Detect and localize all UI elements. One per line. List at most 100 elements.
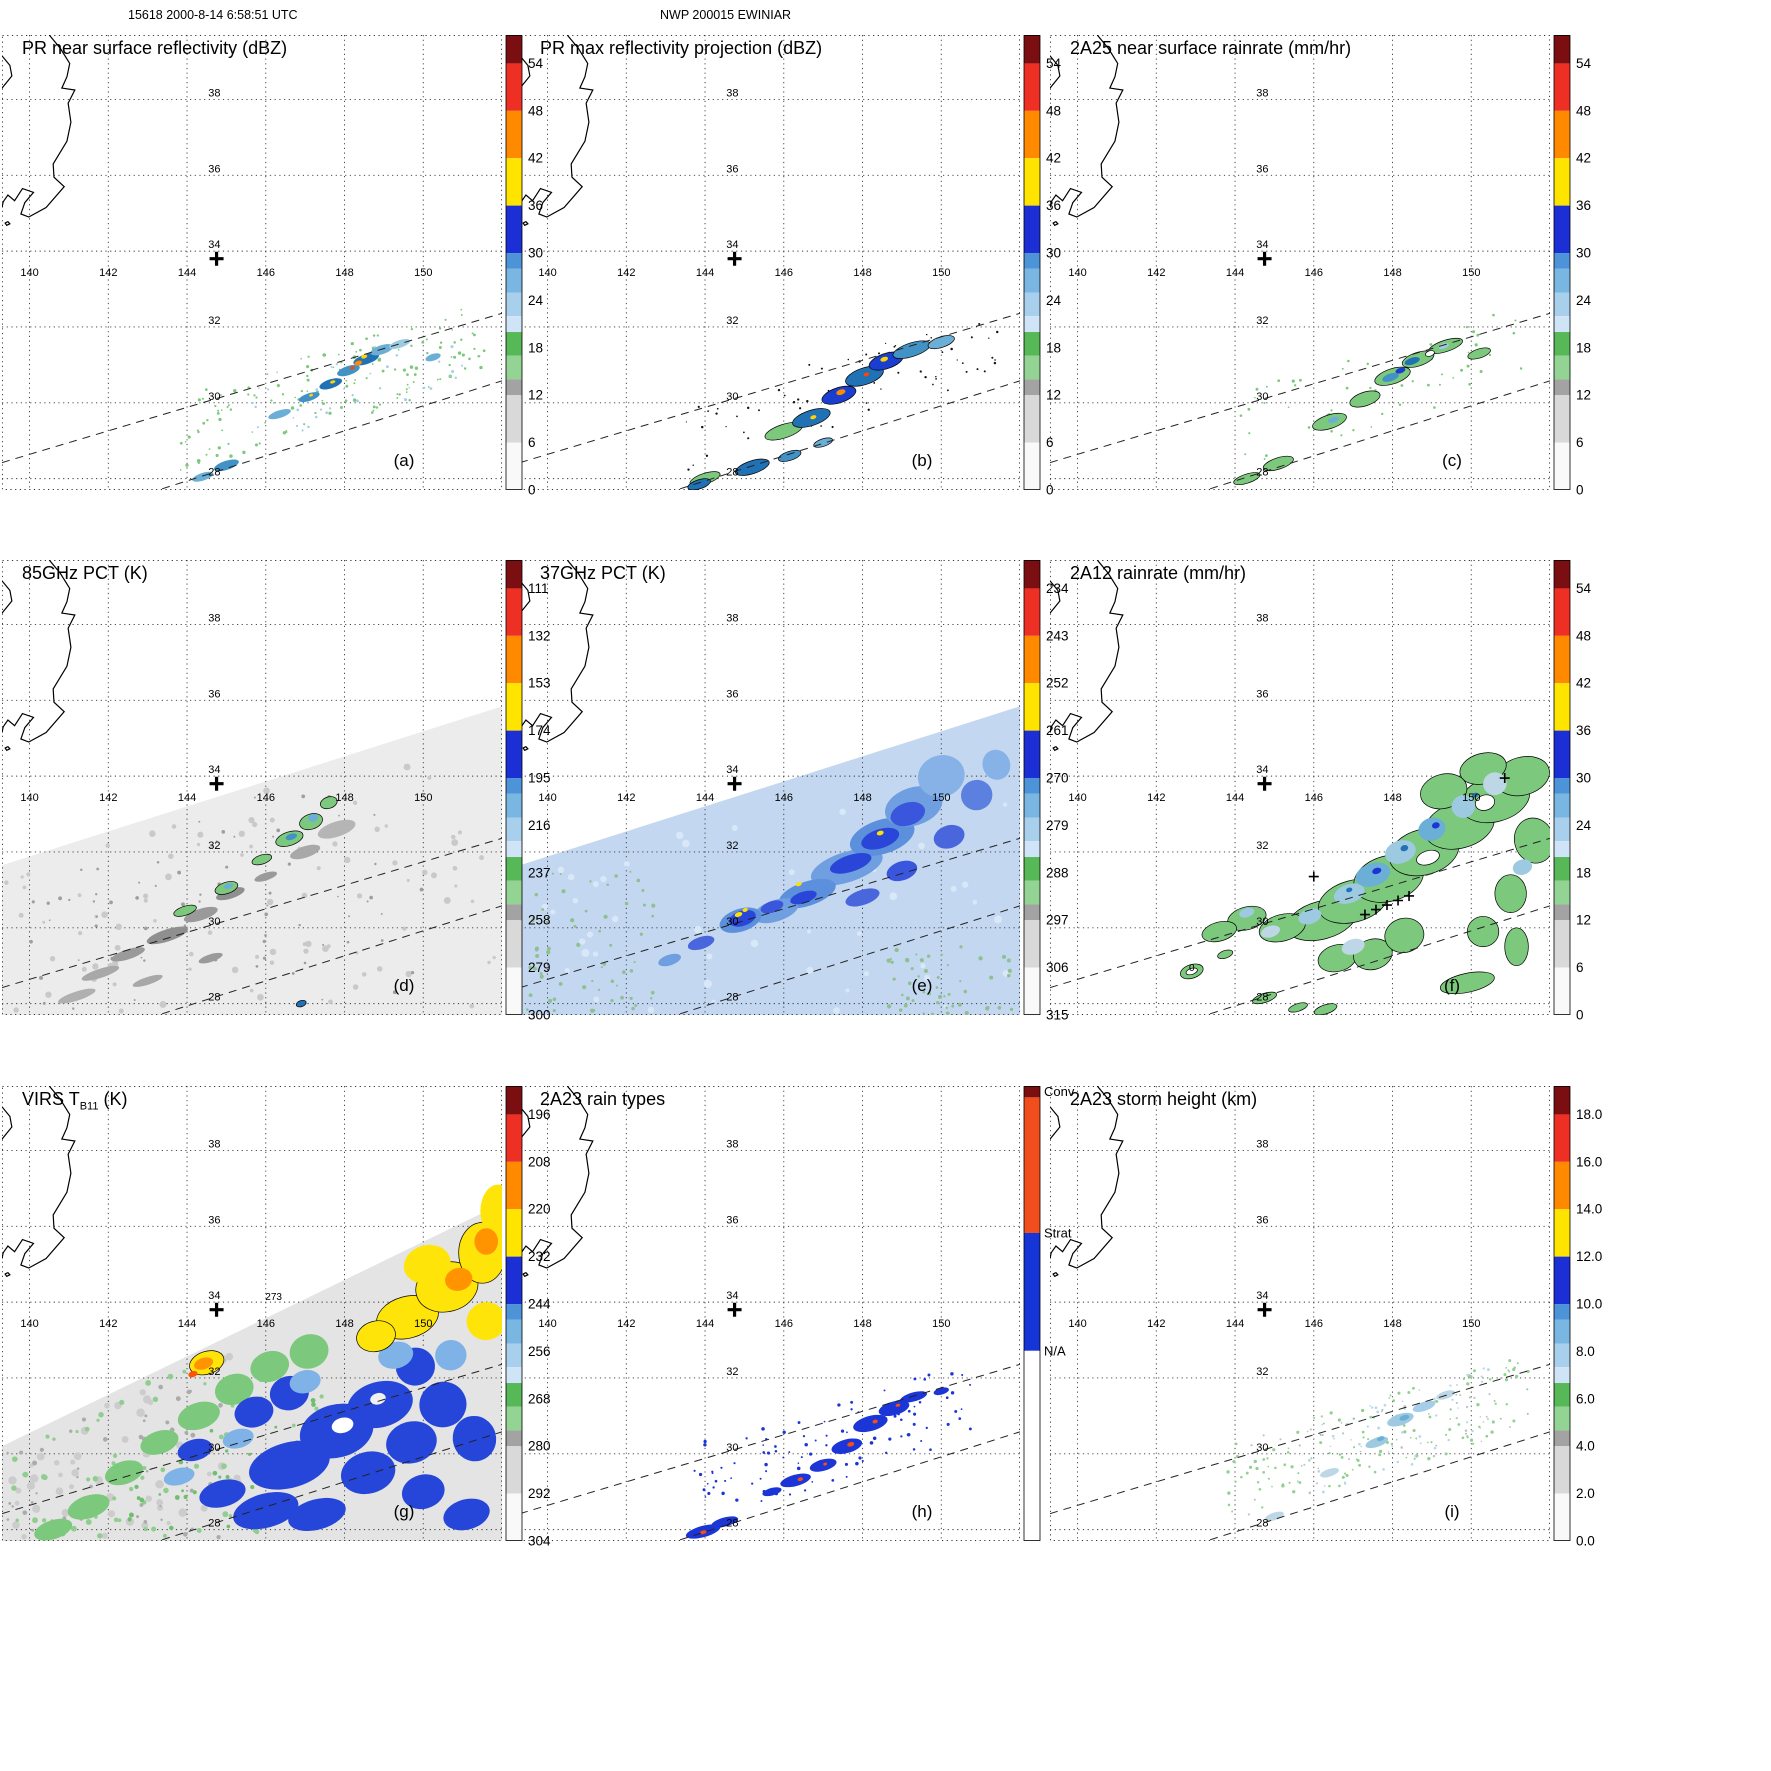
colorbar-bands	[1023, 35, 1041, 490]
svg-text:28: 28	[1256, 467, 1268, 479]
svg-text:42: 42	[1576, 676, 1591, 691]
svg-text:12: 12	[528, 388, 543, 403]
colorbar-i: 18.0 16.0 14.0 12.0 10.0 8.0 6.0 4.0 2.0 0.0	[1553, 1086, 1602, 1549]
panel-f: 0 140 142 144 146 148 150 28 30 32 34 36 38 (f) 2A12 r…	[1050, 560, 1640, 1038]
svg-text:306: 306	[1046, 960, 1069, 975]
svg-text:38: 38	[726, 612, 738, 624]
svg-text:237: 237	[528, 865, 551, 880]
svg-text:36: 36	[1046, 198, 1061, 213]
svg-text:28: 28	[1256, 992, 1268, 1004]
svg-text:54: 54	[1576, 56, 1592, 71]
svg-text:144: 144	[696, 267, 714, 279]
svg-text:146: 146	[1305, 267, 1323, 279]
panel-title-d: 85GHz PCT (K)	[22, 563, 148, 583]
svg-text:304: 304	[528, 1534, 551, 1549]
svg-text:28: 28	[726, 1518, 738, 1530]
panel-letter: (a)	[394, 451, 415, 470]
svg-text:54: 54	[528, 56, 544, 71]
svg-text:28: 28	[208, 467, 220, 479]
svg-text:140: 140	[538, 792, 556, 804]
svg-text:38: 38	[1256, 612, 1268, 624]
colorbar-bands	[1553, 560, 1571, 1015]
svg-text:28: 28	[208, 992, 220, 1004]
svg-text:(g): (g)	[394, 1502, 415, 1521]
svg-text:34: 34	[726, 764, 738, 776]
panel-b: 140 142 144 146 148 150 28 30 32 34 36 38 (b) PR max …	[520, 35, 1110, 513]
svg-text:36: 36	[208, 1214, 220, 1226]
svg-text:111: 111	[528, 581, 549, 596]
coastline	[1050, 1086, 1124, 1278]
svg-text:34: 34	[726, 1290, 738, 1302]
swath-edge-lines	[2, 1363, 502, 1541]
svg-text:30: 30	[528, 246, 543, 261]
svg-text:146: 146	[775, 1318, 793, 1330]
colorbar-tick-labels: 54 48 42 36 30 24 18 12 6 0	[1576, 56, 1592, 498]
svg-text:32: 32	[1256, 315, 1268, 327]
svg-text:8.0: 8.0	[1576, 1344, 1595, 1359]
svg-text:Conv: Conv	[1044, 1086, 1075, 1099]
svg-text:6: 6	[1046, 435, 1054, 450]
svg-text:144: 144	[1226, 1318, 1244, 1330]
colorbar-bands	[505, 560, 523, 1015]
svg-text:(i): (i)	[1444, 1502, 1459, 1521]
svg-text:148: 148	[1383, 1318, 1401, 1330]
svg-text:0: 0	[528, 483, 536, 498]
svg-text:34: 34	[1256, 764, 1268, 776]
svg-text:234: 234	[1046, 581, 1069, 596]
svg-text:24: 24	[528, 293, 544, 308]
svg-text:0: 0	[1576, 483, 1584, 498]
svg-text:36: 36	[208, 688, 220, 700]
svg-text:24: 24	[1576, 293, 1592, 308]
colorbar-tick-labels: 54 48 42 36 30 24 18 12 6 0	[1576, 581, 1592, 1023]
storm-id-label: NWP 200015 EWINIAR	[660, 8, 792, 22]
svg-text:34: 34	[208, 239, 220, 251]
svg-text:32: 32	[208, 840, 220, 852]
panel-letter: (c)	[1442, 451, 1462, 470]
svg-text:244: 244	[528, 1297, 551, 1312]
svg-text:36: 36	[1256, 1214, 1268, 1226]
svg-text:140: 140	[20, 267, 38, 279]
graticule-labels: 140 142 144 146 148 150 28 30 32 34 36 38	[20, 87, 432, 478]
svg-text:32: 32	[1256, 1366, 1268, 1378]
panel-letter: (e)	[912, 976, 933, 995]
svg-text:142: 142	[617, 267, 635, 279]
colorbar-tick-labels: 111 132 153 174 195 216 237 258 279 300	[528, 581, 551, 1023]
svg-text:195: 195	[528, 771, 551, 786]
svg-text:32: 32	[208, 315, 220, 327]
colorbar-a: 54 48 42 36 30 24 18 12 6 0	[505, 35, 544, 498]
colorbar-bands	[505, 35, 523, 490]
svg-text:256: 256	[528, 1344, 551, 1359]
panel-letter: (b)	[912, 451, 933, 470]
svg-text:18: 18	[1576, 865, 1591, 880]
svg-text:153: 153	[528, 676, 551, 691]
svg-text:6.0: 6.0	[1576, 1391, 1595, 1406]
svg-text:28: 28	[726, 992, 738, 1004]
svg-text:32: 32	[726, 315, 738, 327]
data-field: 0	[1179, 752, 1550, 1015]
svg-text:38: 38	[208, 1138, 220, 1150]
svg-text:268: 268	[528, 1391, 551, 1406]
svg-text:273: 273	[265, 1292, 282, 1303]
colorbar-d: 111 132 153 174 195 216 237 258 279 300	[505, 560, 551, 1023]
svg-text:148: 148	[335, 267, 353, 279]
svg-text:30: 30	[1256, 1442, 1268, 1454]
svg-text:144: 144	[178, 792, 196, 804]
svg-text:0: 0	[1046, 483, 1054, 498]
svg-text:232: 232	[528, 1249, 551, 1264]
svg-text:150: 150	[932, 267, 950, 279]
svg-text:36: 36	[1576, 198, 1591, 213]
svg-text:30: 30	[726, 391, 738, 403]
svg-text:315: 315	[1046, 1008, 1069, 1023]
orbit-timestamp-label: 15618 2000-8-14 6:58:51 UTC	[128, 8, 298, 22]
map-plot-d: 140 142 144 146 148 150 28 30 32 34 36 38 (d)	[2, 560, 502, 1015]
svg-text:144: 144	[696, 792, 714, 804]
svg-text:12: 12	[1576, 913, 1591, 928]
panel-title-c: 2A25 near surface rainrate (mm/hr)	[1070, 38, 1352, 58]
svg-text:38: 38	[1256, 1138, 1268, 1150]
coastline	[2, 35, 76, 227]
center-marker	[727, 1302, 742, 1317]
center-marker	[209, 776, 224, 791]
svg-text:144: 144	[1226, 267, 1244, 279]
svg-text:142: 142	[99, 792, 117, 804]
